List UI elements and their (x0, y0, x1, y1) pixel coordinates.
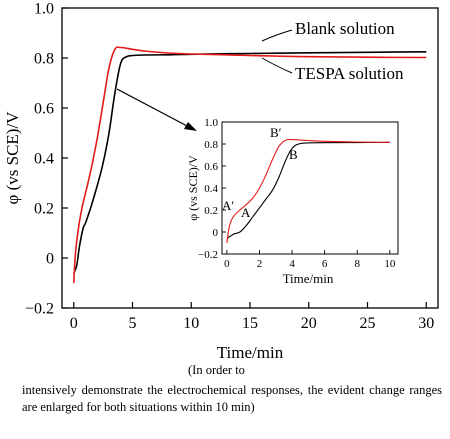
main-x-tick-label: 25 (360, 315, 376, 332)
inset-y-tick-label: 1.0 (204, 117, 218, 129)
inset-y-tick-label: 0.6 (204, 161, 218, 173)
inset-x-tick-label: 6 (322, 258, 328, 270)
inset-series-lines (226, 138, 390, 244)
main-y-tick-label: 1.0 (34, 1, 54, 18)
main-y-tick-label: 0.4 (34, 151, 54, 168)
inset-pointer-arrowhead (184, 122, 197, 131)
main-x-tick-label: 30 (418, 315, 434, 332)
figure: 0 5 10 15 20 25 30 −0.200.20.40.60.81.0 Time/m… (3, 1, 439, 360)
inset-x-tick-label: 0 (224, 258, 230, 270)
inset-x-axis-label: Time/min (283, 271, 334, 286)
blank-solution-annotation: Blank solution (295, 19, 395, 38)
inset-point-a: A (241, 205, 251, 220)
main-x-tick-label: 5 (129, 315, 137, 332)
inset-x-axis: 0 2 4 6 8 10 (224, 250, 396, 270)
tespa-solution-annotation: TESPA solution (295, 64, 404, 83)
main-y-tick-label: −0.2 (25, 301, 54, 318)
main-x-tick-label: 0 (70, 315, 78, 332)
inset-series-line-tespa-solution (226, 138, 390, 244)
inset-x-tick-label: 8 (355, 258, 361, 270)
main-series-line-tespa-solution (73, 46, 427, 284)
main-y-axis: −0.2 0 0.2 0.4 0.6 0.8 1.0 (25, 1, 68, 318)
figure-caption-first-line: (In order to (188, 363, 245, 377)
main-chart: 0 5 10 15 20 25 30 −0.200.20.40.60.81.0 Time/m… (3, 1, 439, 360)
figure-caption-text: intensively demonstrate the electrochemi… (22, 383, 442, 414)
main-x-tick-label: 15 (242, 315, 258, 332)
inset-x-tick-label: 4 (289, 258, 295, 270)
inset-x-tick-label: 2 (257, 258, 263, 270)
inset-y-tick-label: 0.8 (204, 139, 218, 151)
main-y-tick-label: 0.8 (34, 51, 54, 68)
inset-y-tick-label: 0.4 (204, 183, 218, 195)
inset-point-b-prime: B′ (270, 125, 282, 140)
main-x-axis-label: Time/min (217, 343, 284, 360)
inset-chart: 0 2 4 6 8 10 −0.2 0 0.2 0.4 0.6 0.8 1.0 Time/min φ … (186, 117, 400, 286)
inset-y-axis: −0.2 0 0.2 0.4 0.6 0.8 1.0 (198, 117, 226, 261)
inset-y-tick-label: 0.2 (204, 205, 218, 217)
main-y-axis-label: φ (vs SCE)/V (3, 111, 22, 205)
main-x-tick-label: 10 (183, 315, 199, 332)
main-x-axis: 0 5 10 15 20 25 30 (70, 302, 434, 332)
inset-y-tick-label: −0.2 (198, 249, 218, 261)
main-y-tick-label: 0 (46, 251, 54, 268)
inset-y-tick-label: 0 (213, 227, 219, 239)
inset-point-b: B (289, 147, 298, 162)
inset-point-a-prime: A′ (222, 198, 234, 213)
main-series-lines (73, 46, 427, 284)
blank-solution-leader-line (261, 29, 293, 42)
inset-pointer-arrow (116, 88, 190, 128)
inset-series-line-blank-solution (226, 141, 390, 240)
main-series-line-blank-solution (73, 51, 427, 274)
tespa-solution-leader-line (261, 57, 293, 74)
inset-x-tick-label: 10 (384, 258, 396, 270)
main-y-tick-label: 0.2 (34, 201, 54, 218)
main-x-tick-label: 20 (301, 315, 317, 332)
main-y-tick-label: 0.6 (34, 101, 54, 118)
inset-y-axis-label: φ (vs SCE)/V (186, 155, 200, 221)
